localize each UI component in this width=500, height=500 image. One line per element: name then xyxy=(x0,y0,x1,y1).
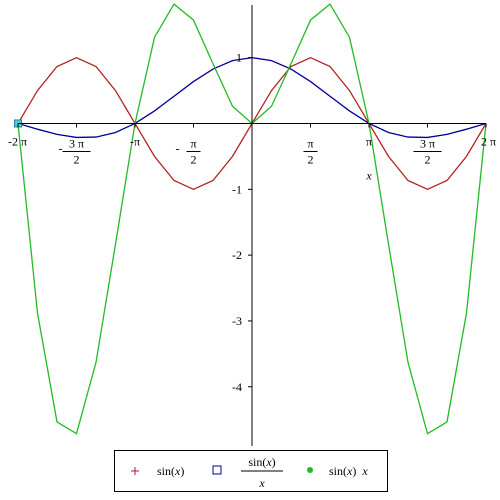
legend-label-sinc-den: x xyxy=(258,476,265,490)
legend-item-sinc: sin(x) x xyxy=(212,455,283,490)
x-tick-denominator: 2 xyxy=(191,152,197,166)
x-tick-denominator: 2 xyxy=(74,152,80,166)
x-tick-label-8: 2 π xyxy=(481,134,496,148)
y-tick-label-2: -1 xyxy=(232,182,242,196)
legend: sin(x) sin(x) x sin(x) x xyxy=(114,450,388,492)
x-tick-numerator: π xyxy=(190,136,196,150)
legend-label-sin: sin(x) xyxy=(157,464,184,478)
x-tick-denominator: 2 xyxy=(425,152,431,166)
legend-marker-circle xyxy=(307,467,313,473)
x-tick-label-6: π xyxy=(366,134,372,148)
axes-layer: x xyxy=(18,5,486,446)
y-tick-label-4: -3 xyxy=(232,314,242,328)
x-tick-denominator: 2 xyxy=(308,152,314,166)
x-tick-numerator: π xyxy=(307,136,313,150)
x-tick-label-2: -3 π 2 xyxy=(59,136,91,166)
legend-marker-box xyxy=(212,465,222,475)
x-tick-label-4: - π 2 xyxy=(176,136,201,166)
y-tick-label-3: -2 xyxy=(232,248,242,262)
x-tick-numerator: 3 π xyxy=(420,136,435,150)
series-layer xyxy=(14,3,487,435)
y-tick-label-5: -4 xyxy=(232,380,242,394)
legend-svg: sin(x) sin(x) x sin(x) x xyxy=(131,455,368,490)
x-tick-sign: - xyxy=(59,141,63,155)
x-tick-label-5: π2 xyxy=(303,136,318,166)
x-tick-numerator: 3 π xyxy=(69,136,84,150)
x-axis-label: x xyxy=(365,168,372,182)
legend-label-sinc-num: sin(x) xyxy=(248,455,275,469)
legend-item-sin: sin(x) xyxy=(131,464,184,478)
x-tick-sign: - xyxy=(176,141,180,155)
legend-label-xsin: sin(x) x xyxy=(329,464,368,478)
y-tick-label-1: 1 xyxy=(236,51,242,65)
legend-item-xsin: sin(x) x xyxy=(307,464,368,478)
x-tick-label-7: 3 π2 xyxy=(413,136,442,166)
x-tick-label-1: -2 π xyxy=(8,134,27,148)
x-tick-label-3: -π xyxy=(130,134,140,148)
